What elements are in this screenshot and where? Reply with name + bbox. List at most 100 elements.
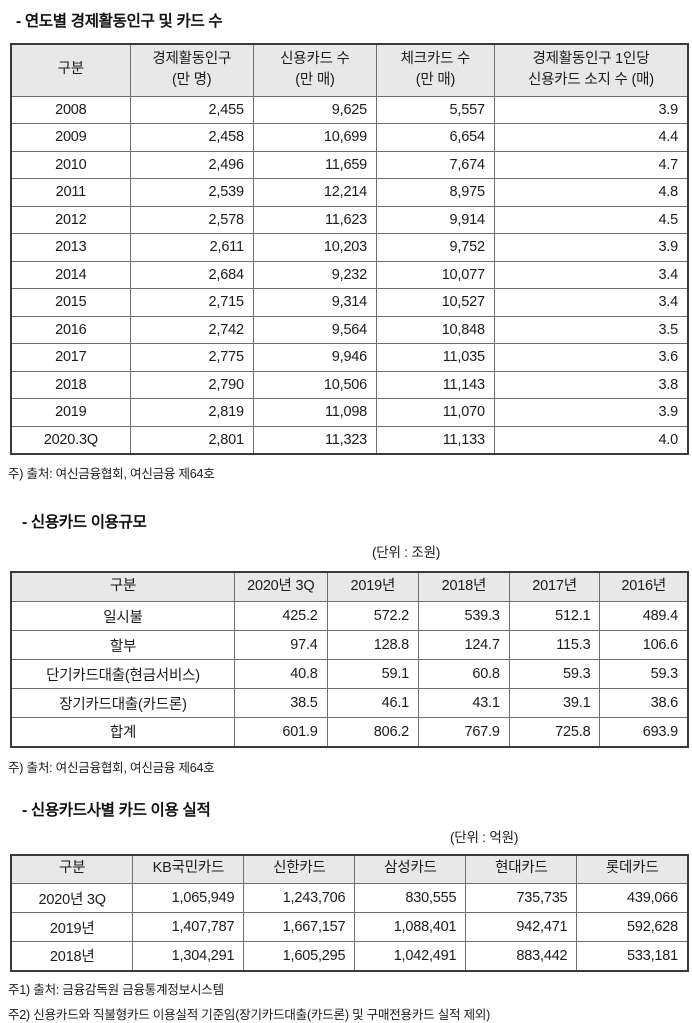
table-row: 2008 2,455 9,625 5,557 3.9 <box>10 95 689 124</box>
section-title: - 신용카드사별 카드 이용 실적 <box>22 801 211 819</box>
cell-value: 572.2 <box>326 601 420 631</box>
cell-value: 3.4 <box>493 260 689 289</box>
column-header: 2018년 <box>418 571 510 602</box>
cell-value: 3.5 <box>493 315 689 344</box>
cell-value: 4.8 <box>493 178 689 207</box>
cell-value: 11,143 <box>376 370 495 399</box>
cell-value: 4.4 <box>493 123 689 152</box>
row-label: 2010 <box>10 150 131 179</box>
cell-value: 46.1 <box>326 688 420 718</box>
cell-value: 2,684 <box>129 260 254 289</box>
cell-value: 11,323 <box>252 425 378 454</box>
row-label: 2016 <box>10 315 131 344</box>
cell-value: 1,243,706 <box>243 883 356 913</box>
cell-value: 10,506 <box>252 370 378 399</box>
cell-value: 11,659 <box>252 150 378 179</box>
cell-value: 1,407,787 <box>132 912 245 942</box>
unit-label: (단위 : 조원) <box>372 544 441 560</box>
column-header: 현대카드 <box>465 854 578 884</box>
row-label: 2020년 3Q <box>10 883 134 913</box>
row-label: 2009 <box>10 123 131 152</box>
yearly-population-card-table: 구분 경제활동인구 (만 명) 신용카드 수 (만 매) 체크카드 수 (만 매) 경제활동인… <box>10 43 689 455</box>
cell-value: 512.1 <box>508 601 601 631</box>
cell-value: 1,065,949 <box>132 883 245 913</box>
cell-value: 59.3 <box>599 659 689 689</box>
cell-value: 4.0 <box>493 425 689 454</box>
cell-value: 10,203 <box>252 233 378 262</box>
cell-value: 128.8 <box>326 630 420 660</box>
cell-value: 11,098 <box>252 398 378 427</box>
cell-value: 806.2 <box>326 717 420 747</box>
cell-value: 942,471 <box>465 912 578 942</box>
cell-value: 6,654 <box>376 123 495 152</box>
cell-value: 1,088,401 <box>354 912 467 942</box>
section-title: - 연도별 경제활동인구 및 카드 수 <box>16 13 223 30</box>
table-row: 2017 2,775 9,946 11,035 3.6 <box>10 343 689 372</box>
cell-value: 9,232 <box>252 260 378 289</box>
cell-value: 3.4 <box>493 288 689 317</box>
cell-value: 106.6 <box>599 630 689 660</box>
table-row: 2018 2,790 10,506 11,143 3.8 <box>10 370 689 399</box>
table-header-row: 구분 2020년 3Q 2019년 2018년 2017년 2016년 <box>10 571 689 602</box>
table-row: 2014 2,684 9,232 10,077 3.4 <box>10 260 689 289</box>
table-row: 2019년 1,407,787 1,667,157 1,088,401 942,471 5… <box>10 912 689 942</box>
cell-value: 2,819 <box>129 398 254 427</box>
column-header: 경제활동인구 (만 명) <box>129 43 254 97</box>
criteria-note: 주2) 신용카드와 직불형카드 이용실적 기준임(장기카드대출(카드론) 및 구… <box>8 1007 491 1022</box>
cell-value: 1,667,157 <box>243 912 356 942</box>
cell-value: 10,527 <box>376 288 495 317</box>
cell-value: 3.9 <box>493 233 689 262</box>
cell-value: 9,914 <box>376 205 495 234</box>
column-header: KB국민카드 <box>132 854 245 884</box>
row-label: 2012 <box>10 205 131 234</box>
unit-label: (단위 : 억원) <box>450 829 519 845</box>
cell-value: 2,611 <box>129 233 254 262</box>
cell-value: 2,458 <box>129 123 254 152</box>
table-row: 2012 2,578 11,623 9,914 4.5 <box>10 205 689 234</box>
cell-value: 11,035 <box>376 343 495 372</box>
cell-value: 11,623 <box>252 205 378 234</box>
table-row: 2013 2,611 10,203 9,752 3.9 <box>10 233 689 262</box>
cell-value: 4.7 <box>493 150 689 179</box>
cell-value: 11,133 <box>376 425 495 454</box>
table-row: 2020.3Q 2,801 11,323 11,133 4.0 <box>10 425 689 454</box>
row-label: 2015 <box>10 288 131 317</box>
section-credit-card-usage: - 신용카드 이용규모 (단위 : 조원) 구분 2020년 3Q 2019년 201… <box>0 510 692 776</box>
cell-value: 693.9 <box>599 717 689 747</box>
table-row: 2010 2,496 11,659 7,674 4.7 <box>10 150 689 179</box>
cell-value: 38.6 <box>599 688 689 718</box>
cell-value: 2,801 <box>129 425 254 454</box>
cell-value: 3.6 <box>493 343 689 372</box>
column-header: 2020년 3Q <box>233 571 328 602</box>
row-label: 2018년 <box>10 941 134 971</box>
table-row: 합계 601.9 806.2 767.9 725.8 693.9 <box>10 717 689 747</box>
column-header: 2016년 <box>599 571 689 602</box>
cell-value: 4.5 <box>493 205 689 234</box>
cell-value: 43.1 <box>418 688 510 718</box>
cell-value: 2,742 <box>129 315 254 344</box>
table-row: 2015 2,715 9,314 10,527 3.4 <box>10 288 689 317</box>
cell-value: 59.3 <box>508 659 601 689</box>
card-company-performance-table: 구분 KB국민카드 신한카드 삼성카드 현대카드 롯데카드 2020년 3Q 1,065,9… <box>10 853 689 972</box>
table-row: 2011 2,539 12,214 8,975 4.8 <box>10 178 689 207</box>
section-title: - 신용카드 이용규모 <box>22 513 147 531</box>
cell-value: 489.4 <box>599 601 689 631</box>
column-header: 경제활동인구 1인당 신용카드 소지 수 (매) <box>493 43 689 97</box>
cell-value: 725.8 <box>508 717 601 747</box>
cell-value: 830,555 <box>354 883 467 913</box>
cell-value: 60.8 <box>418 659 510 689</box>
column-header: 신용카드 수 (만 매) <box>252 43 378 97</box>
table-row: 2016 2,742 9,564 10,848 3.5 <box>10 315 689 344</box>
row-label: 단기카드대출(현금서비스) <box>10 659 235 689</box>
cell-value: 3.8 <box>493 370 689 399</box>
table-row: 2009 2,458 10,699 6,654 4.4 <box>10 123 689 152</box>
cell-value: 12,214 <box>252 178 378 207</box>
table-row: 장기카드대출(카드론) 38.5 46.1 43.1 39.1 38.6 <box>10 688 689 718</box>
credit-card-usage-table: 구분 2020년 3Q 2019년 2018년 2017년 2016년 일시불 425.2 5… <box>10 570 689 748</box>
cell-value: 1,304,291 <box>132 941 245 971</box>
cell-value: 601.9 <box>233 717 328 747</box>
column-header: 신한카드 <box>243 854 356 884</box>
table-row: 2018년 1,304,291 1,605,295 1,042,491 883,442 5… <box>10 941 689 971</box>
cell-value: 439,066 <box>576 883 689 913</box>
cell-value: 10,699 <box>252 123 378 152</box>
